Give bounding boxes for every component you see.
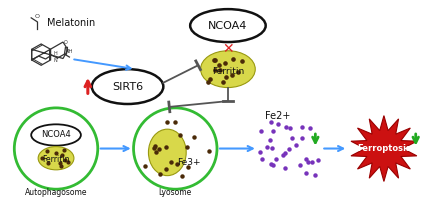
Text: Ferritin: Ferritin <box>212 67 244 76</box>
Text: Melatonin: Melatonin <box>47 18 95 28</box>
Text: Autophagosome: Autophagosome <box>25 188 87 197</box>
Ellipse shape <box>92 69 163 104</box>
Ellipse shape <box>38 147 74 170</box>
Text: N: N <box>54 58 58 63</box>
Text: NCOA4: NCOA4 <box>41 130 71 139</box>
Text: O: O <box>35 14 40 19</box>
Ellipse shape <box>31 124 81 146</box>
Text: Fe3+: Fe3+ <box>178 158 201 167</box>
Text: Lyosome: Lyosome <box>158 188 192 197</box>
Text: Fe2+: Fe2+ <box>265 111 290 121</box>
Text: O: O <box>64 40 67 45</box>
Text: Ferroptosis: Ferroptosis <box>357 144 411 153</box>
Text: ✕: ✕ <box>222 42 234 56</box>
Text: SIRT6: SIRT6 <box>112 82 143 92</box>
Polygon shape <box>351 116 417 181</box>
Ellipse shape <box>190 9 266 42</box>
Ellipse shape <box>149 129 186 176</box>
Text: NH: NH <box>65 49 73 54</box>
Circle shape <box>133 108 217 189</box>
Circle shape <box>14 108 98 189</box>
Text: NCOA4: NCOA4 <box>208 21 248 31</box>
Ellipse shape <box>200 51 255 88</box>
Text: H: H <box>54 51 58 56</box>
Text: Ferritin: Ferritin <box>42 155 70 164</box>
